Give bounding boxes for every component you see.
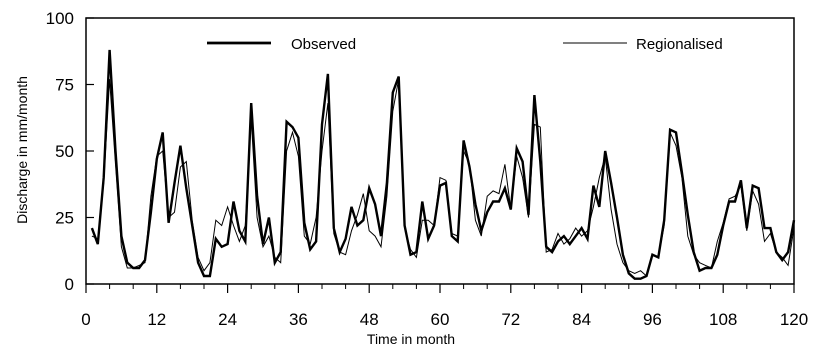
- x-axis-title: Time in month: [367, 331, 455, 347]
- x-tick-label: 60: [431, 310, 450, 329]
- x-axis: 0 12 24 36 48 60 72 84 96 108 120: [81, 284, 808, 329]
- x-tick-label: 0: [81, 310, 90, 329]
- x-tick-label: 36: [289, 310, 308, 329]
- x-tick-label: 120: [780, 310, 808, 329]
- y-tick-label: 50: [55, 142, 74, 161]
- x-tick-label: 24: [218, 310, 237, 329]
- series-line-regionalised: [91, 79, 795, 277]
- y-tick-label: 100: [46, 9, 74, 28]
- legend-label-observed: Observed: [291, 36, 356, 53]
- x-tick-label: 48: [360, 310, 379, 329]
- y-tick-label: 75: [55, 76, 74, 95]
- x-tick-label: 108: [709, 310, 737, 329]
- x-tick-label: 96: [643, 310, 662, 329]
- y-axis: 0 25 50 75 100: [46, 9, 94, 294]
- x-tick-label: 84: [572, 310, 591, 329]
- legend-label-regionalised: Regionalised: [636, 36, 723, 53]
- plot-frame: [85, 17, 795, 285]
- legend: Observed Regionalised: [207, 36, 723, 53]
- x-tick-label: 12: [147, 310, 166, 329]
- y-tick-label: 25: [55, 209, 74, 228]
- series-line-observed: [90, 49, 796, 280]
- y-axis-title: Discharge in mm/month: [14, 76, 30, 224]
- x-tick-label: 72: [501, 310, 520, 329]
- series-layer: [90, 49, 796, 280]
- y-tick-label: 0: [65, 275, 74, 294]
